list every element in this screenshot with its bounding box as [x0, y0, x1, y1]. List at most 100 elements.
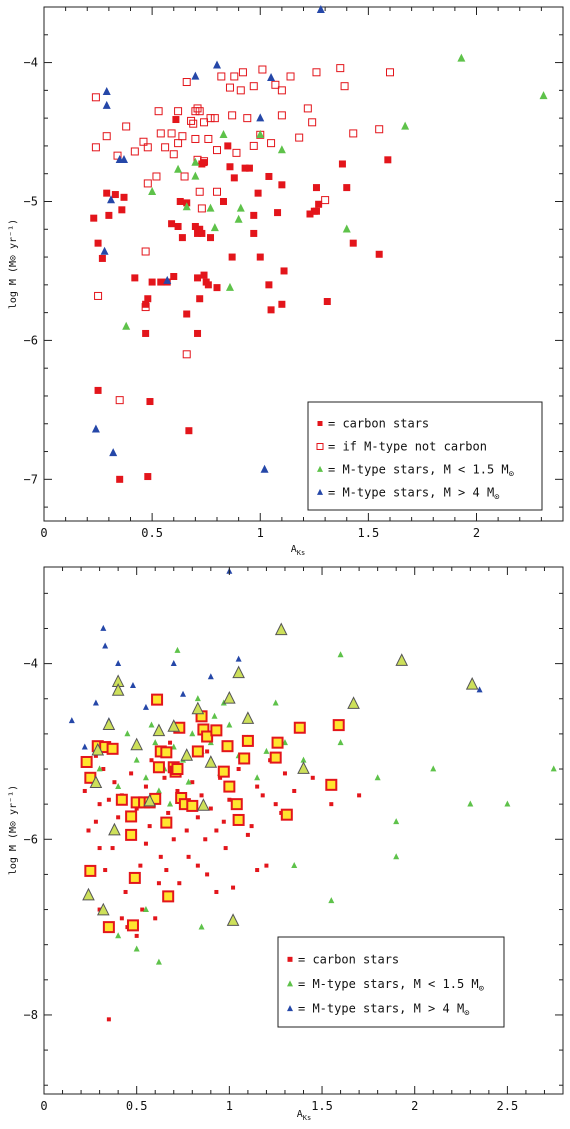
data-point-square — [143, 784, 148, 789]
data-point-open-square — [230, 72, 239, 81]
data-point-square — [177, 881, 182, 886]
data-point-square-highlight — [106, 742, 119, 755]
data-point-triangle-green — [191, 157, 200, 166]
data-point-triangle-highlight — [152, 723, 166, 737]
data-point-open-square — [386, 68, 394, 77]
data-point-square — [265, 281, 273, 289]
data-point-square — [191, 222, 199, 230]
data-point-square-highlight — [201, 730, 214, 743]
x-tick-label: 2 — [411, 1099, 418, 1113]
xticks-top: 0 0.5 1 1.5 2 — [40, 7, 564, 540]
legend-label: = if M-type not carbon — [328, 440, 487, 454]
data-point-open-square — [249, 82, 258, 91]
data-point-triangle-blue — [107, 195, 116, 204]
data-point-square — [357, 793, 362, 798]
data-point-square — [306, 210, 314, 218]
data-point-triangle-green — [337, 651, 344, 658]
data-point-square — [116, 815, 121, 820]
data-point-triangle-highlight — [167, 719, 181, 732]
data-point-triangle-blue — [129, 681, 136, 688]
data-point-square — [349, 239, 357, 247]
data-point-square — [245, 832, 250, 837]
data-point-triangle-green — [374, 774, 381, 781]
data-point-square — [264, 863, 269, 868]
legend-marker — [316, 443, 324, 450]
data-point-triangle-highlight — [465, 676, 479, 690]
data-point-square — [195, 815, 200, 820]
data-point-triangle-highlight — [111, 683, 125, 696]
y-tick-label: −5 — [24, 194, 38, 208]
data-point-open-square — [206, 114, 215, 123]
data-point-square — [274, 209, 282, 217]
data-point-square — [384, 156, 392, 164]
data-point-triangle-green — [300, 756, 307, 763]
data-point-triangle-highlight — [97, 902, 110, 916]
data-point-triangle-green — [124, 730, 131, 737]
data-point-square — [241, 164, 249, 172]
data-point-triangle-green — [219, 130, 228, 139]
data-point-square — [213, 284, 221, 292]
data-point-triangle-blue — [100, 624, 107, 631]
data-layer-bottom — [68, 567, 557, 1022]
data-point-square — [93, 753, 98, 758]
legend-label: = carbon stars — [328, 417, 429, 431]
data-point-triangle-blue — [213, 60, 221, 69]
data-point-square-highlight — [223, 780, 236, 793]
data-point-square — [110, 846, 115, 851]
data-point-triangle-green — [457, 53, 466, 62]
data-point-square-highlight — [332, 719, 345, 732]
data-point-square — [267, 306, 275, 314]
y-tick-label: −4 — [24, 56, 38, 70]
data-point-square-highlight — [115, 793, 128, 806]
data-point-triangle-green — [115, 932, 122, 939]
data-point-square — [178, 234, 186, 242]
data-point-triangle-green — [263, 747, 270, 754]
data-point-triangle-highlight — [204, 755, 218, 768]
data-point-triangle-green — [189, 730, 196, 737]
data-point-square-highlight — [325, 778, 338, 791]
data-point-square — [144, 295, 152, 303]
data-point-square — [196, 225, 204, 233]
data-point-square — [280, 267, 288, 275]
legend-item: = carbon stars — [287, 952, 399, 966]
data-point-square — [203, 837, 208, 842]
data-point-open-square — [91, 93, 100, 102]
data-point-open-square — [122, 122, 131, 131]
data-point-square — [208, 806, 213, 811]
data-point-open-square — [236, 86, 245, 95]
series-triangle-green — [122, 53, 548, 330]
legend-label: = M-type stars, M < 1.5 M⊙ — [328, 463, 514, 480]
data-point-triangle-green — [148, 186, 157, 195]
data-point-square — [131, 274, 139, 282]
legend-label: = M-type stars, M > 4 M⊙ — [328, 486, 500, 503]
data-point-square — [185, 427, 193, 435]
data-point-square — [236, 767, 241, 772]
data-point-open-square — [113, 151, 122, 160]
data-point-square-highlight — [271, 736, 284, 749]
data-point-square — [278, 300, 286, 308]
data-point-open-square — [308, 118, 317, 127]
data-point-triangle-blue — [267, 73, 276, 82]
data-point-open-square — [174, 139, 183, 148]
series-square-highlight — [80, 693, 345, 934]
data-point-triangle-green — [155, 787, 162, 794]
data-point-square — [97, 802, 102, 807]
data-point-open-square — [243, 114, 252, 123]
data-point-square — [168, 220, 176, 228]
data-point-open-square — [204, 134, 213, 143]
data-point-open-square — [267, 139, 276, 148]
data-point-square-highlight — [80, 755, 93, 768]
data-point-open-square — [156, 129, 165, 138]
data-point-triangle-green — [234, 214, 243, 223]
legend-marker — [317, 465, 323, 472]
data-point-square-highlight — [152, 761, 165, 774]
data-point-triangle-blue — [100, 246, 109, 255]
legend-item: = carbon stars — [317, 417, 429, 431]
data-point-open-square — [336, 64, 345, 73]
x-tick-label: 2.5 — [497, 1099, 519, 1113]
data-point-square — [146, 398, 154, 406]
data-point-square-highlight — [191, 745, 204, 758]
panel-top: 0 0.5 1 1.5 2 −7 −6 −5 −4 AKs log M (M⊙ yr⁻¹) =… — [8, 4, 564, 557]
y-tick-label: −7 — [24, 472, 38, 486]
